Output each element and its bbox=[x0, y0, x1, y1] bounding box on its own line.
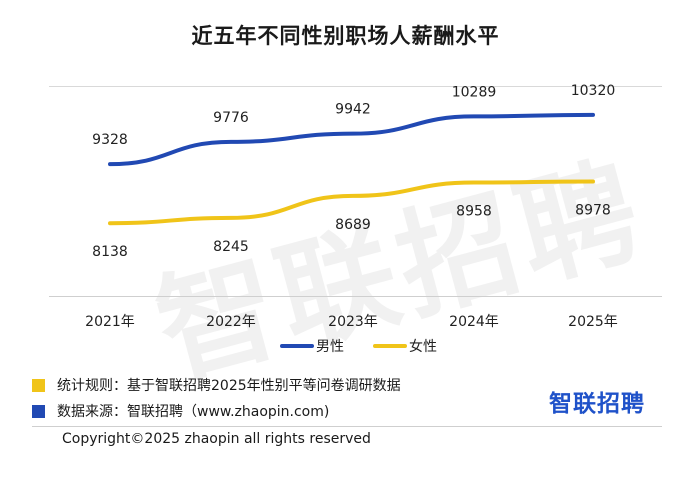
series-line-2 bbox=[108, 179, 595, 226]
source-label: 数据来源：智联招聘（www.zhaopin.com) bbox=[57, 404, 330, 420]
data-label-1-3: 9942 bbox=[335, 102, 371, 118]
data-label-1-5: 10320 bbox=[571, 83, 616, 99]
chart-title: 近五年不同性别职场人薪酬水平 bbox=[191, 24, 500, 48]
rule-swatch bbox=[32, 378, 45, 392]
series-line-1 bbox=[108, 112, 595, 167]
rule-label: 统计规则：基于智联招聘2025年性别平等问卷调研数据 bbox=[57, 378, 401, 394]
x-tick-label: 2025年 bbox=[568, 314, 618, 330]
data-label-1-1: 9328 bbox=[92, 132, 128, 148]
x-tick-label: 2024年 bbox=[449, 314, 499, 330]
footnote-rule: 统计规则：基于智联招聘2025年性别平等问卷调研数据 bbox=[32, 375, 401, 395]
x-tick-label: 2023年 bbox=[328, 314, 378, 330]
data-label-1-2: 9776 bbox=[213, 110, 249, 126]
data-label-2-5: 8978 bbox=[575, 203, 611, 219]
data-label-2-3: 8689 bbox=[335, 217, 371, 233]
data-label-2-2: 8245 bbox=[213, 239, 249, 255]
data-label-2-4: 8958 bbox=[456, 203, 492, 219]
source-swatch bbox=[32, 404, 45, 418]
legend-label-2: 女性 bbox=[409, 338, 437, 355]
zhaopin-logo: 智联招聘 bbox=[549, 391, 645, 417]
divider bbox=[32, 426, 662, 427]
line-chart: 9328 9776 9942 10289 10320 8138 8245 8689 8958 89… bbox=[49, 83, 662, 355]
footnote-source: 数据来源：智联招聘（www.zhaopin.com) bbox=[32, 401, 329, 421]
x-tick-label: 2021年 bbox=[85, 314, 135, 330]
legend-label-1: 男性 bbox=[316, 339, 344, 355]
x-tick-label: 2022年 bbox=[206, 314, 256, 330]
data-label-2-1: 8138 bbox=[92, 244, 128, 260]
data-label-1-4: 10289 bbox=[452, 84, 497, 100]
copyright: Copyright©2025 zhaopin all rights reserv… bbox=[62, 431, 371, 447]
